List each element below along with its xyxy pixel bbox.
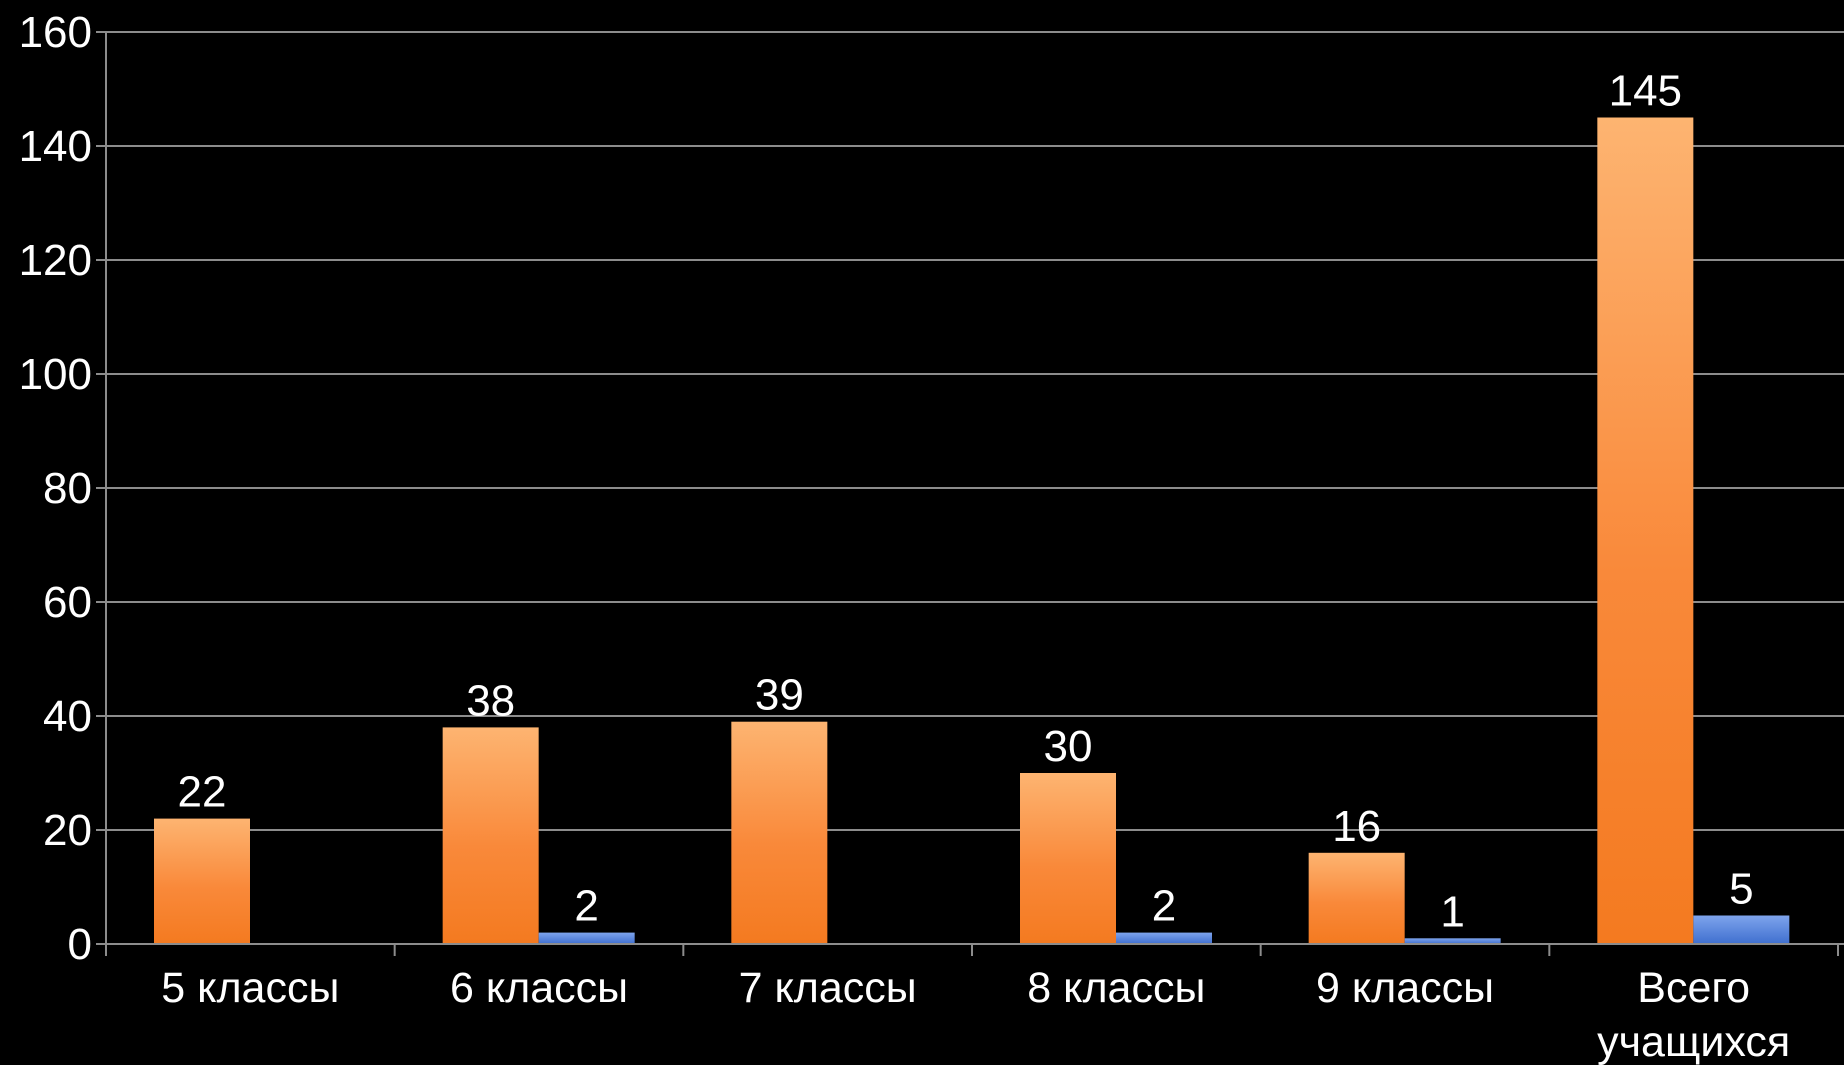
data-label: 5 (1729, 865, 1753, 914)
data-label: 2 (1152, 882, 1176, 931)
x-axis (105, 32, 1844, 956)
bar (1693, 915, 1790, 944)
y-tick-label: 160 (19, 8, 92, 57)
category-label: 7 классы (739, 964, 917, 1012)
data-label: 1 (1440, 887, 1464, 936)
bar (1020, 773, 1116, 944)
category-labels: 5 классы 6 классы 7 классы 8 классы 9 классы… (161, 964, 1790, 1065)
category-label: 5 классы (161, 964, 339, 1012)
y-tick-label: 100 (19, 350, 92, 399)
category-label: 6 классы (450, 964, 628, 1012)
bar (731, 721, 828, 944)
category-label: учащихся (1597, 1018, 1790, 1065)
bar (1404, 938, 1501, 944)
y-tick-label: 140 (19, 122, 92, 171)
data-label: 16 (1332, 802, 1381, 851)
category-label: 8 классы (1027, 964, 1205, 1012)
gridlines (106, 31, 1844, 831)
bar (442, 727, 539, 944)
category-label: Всего (1637, 964, 1750, 1012)
data-label: 22 (178, 768, 227, 817)
data-label: 39 (755, 671, 804, 720)
y-tick-label: 40 (43, 692, 92, 741)
data-label: 145 (1609, 67, 1682, 116)
bars (154, 117, 1790, 944)
category-label: 9 классы (1316, 964, 1494, 1012)
bar (1597, 117, 1694, 944)
y-tick-label: 0 (68, 920, 92, 969)
data-label: 30 (1044, 722, 1093, 771)
data-label: 2 (574, 882, 598, 931)
bar (154, 818, 250, 944)
bar (538, 932, 635, 944)
bar (1308, 852, 1405, 944)
y-tick-label: 60 (43, 578, 92, 627)
y-tick-label: 120 (19, 236, 92, 285)
bar (1116, 932, 1212, 944)
data-label: 38 (466, 676, 515, 725)
y-tick-label: 20 (43, 806, 92, 855)
y-tick-label: 80 (43, 464, 92, 513)
y-axis-ticks: 0 20 40 60 80 100 120 140 160 (19, 8, 106, 969)
